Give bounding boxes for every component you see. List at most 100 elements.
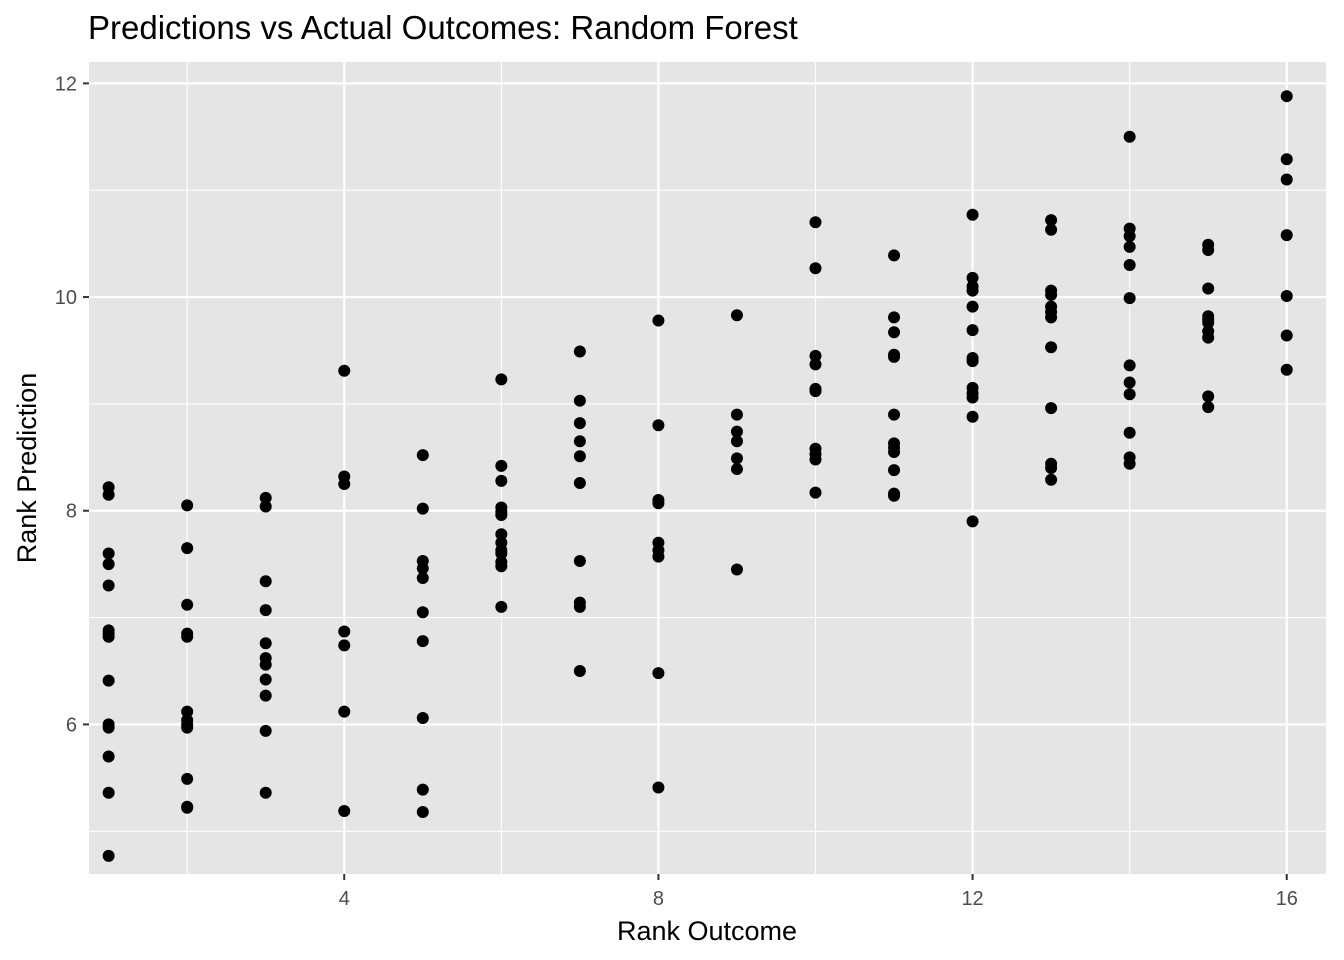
data-point — [652, 314, 665, 327]
data-point — [809, 358, 822, 371]
data-point — [1123, 259, 1136, 271]
y-tick-label: 10 — [55, 287, 77, 309]
data-point — [730, 425, 743, 438]
data-point — [888, 326, 901, 339]
data-point — [966, 271, 979, 284]
data-point — [1202, 244, 1215, 257]
data-point — [495, 528, 508, 541]
data-point — [730, 408, 743, 421]
data-point — [573, 417, 586, 430]
data-point — [1123, 457, 1136, 470]
data-point — [259, 500, 272, 513]
data-point — [1123, 376, 1136, 389]
data-point — [730, 452, 743, 465]
data-point — [888, 249, 901, 262]
data-point — [1045, 288, 1058, 301]
data-point — [888, 445, 901, 458]
data-point — [102, 558, 115, 571]
data-point — [495, 459, 508, 472]
data-point — [259, 491, 272, 504]
data-point — [1123, 130, 1136, 143]
data-point — [259, 786, 272, 799]
y-tick-label: 12 — [55, 73, 77, 95]
x-tick-label: 8 — [653, 888, 664, 910]
data-point — [181, 772, 194, 785]
plot-panel — [89, 62, 1326, 874]
data-point — [730, 435, 743, 448]
data-point — [259, 575, 272, 588]
data-point — [573, 345, 586, 358]
data-point — [652, 667, 665, 680]
data-point — [573, 394, 586, 407]
data-point — [416, 562, 429, 575]
data-point — [652, 419, 665, 432]
data-point — [416, 783, 429, 796]
data-point — [1280, 289, 1293, 302]
data-point — [809, 349, 822, 362]
data-point — [966, 515, 979, 528]
data-point — [102, 849, 115, 862]
data-point — [573, 665, 586, 677]
data-point — [416, 606, 429, 619]
x-axis-label: Rank Outcome — [617, 916, 797, 946]
data-point — [809, 385, 822, 398]
data-point — [1045, 311, 1058, 324]
data-point — [888, 408, 901, 421]
data-point — [1280, 90, 1293, 103]
data-point — [338, 625, 351, 638]
data-point — [730, 563, 743, 576]
data-point — [495, 547, 508, 560]
chart-title: Predictions vs Actual Outcomes: Random F… — [88, 9, 798, 46]
data-point — [809, 262, 822, 275]
data-point — [338, 639, 351, 652]
data-point — [573, 450, 586, 463]
data-point — [1045, 214, 1058, 227]
x-axis: 4 8 12 16 — [339, 874, 1298, 910]
data-point — [1202, 331, 1215, 344]
data-point — [809, 453, 822, 466]
data-point — [1123, 230, 1136, 243]
data-point — [102, 721, 115, 734]
data-point — [259, 658, 272, 671]
data-point — [1045, 341, 1058, 354]
data-point — [1123, 426, 1136, 439]
data-point — [259, 637, 272, 650]
data-point — [181, 630, 194, 643]
data-point — [1045, 223, 1058, 236]
data-point — [416, 712, 429, 725]
data-point — [888, 311, 901, 324]
data-point — [1202, 390, 1215, 403]
data-point — [259, 673, 272, 686]
data-point — [809, 486, 822, 499]
data-point — [338, 804, 351, 817]
data-point — [809, 216, 822, 229]
data-point — [1280, 153, 1293, 166]
data-point — [1280, 329, 1293, 342]
data-point — [652, 497, 665, 510]
grid-minor — [89, 62, 1326, 874]
data-point — [181, 598, 194, 611]
data-point — [495, 600, 508, 613]
y-axis-label: Rank Prediction — [12, 373, 42, 564]
data-point — [1045, 473, 1058, 486]
data-point — [416, 449, 429, 462]
data-point — [966, 355, 979, 368]
x-tick-label: 12 — [961, 888, 983, 910]
data-point — [181, 499, 194, 512]
data-point — [888, 350, 901, 363]
data-point — [1123, 359, 1136, 372]
data-point — [1202, 316, 1215, 329]
data-point — [102, 488, 115, 501]
data-point — [416, 572, 429, 585]
data-point — [102, 579, 115, 592]
data-point — [495, 509, 508, 522]
data-point — [259, 724, 272, 737]
data-point — [495, 474, 508, 487]
data-point — [181, 801, 194, 814]
data-point — [1202, 282, 1215, 295]
data-point — [1045, 462, 1058, 474]
data-point — [495, 373, 508, 386]
data-point — [966, 300, 979, 313]
data-point — [573, 476, 586, 489]
